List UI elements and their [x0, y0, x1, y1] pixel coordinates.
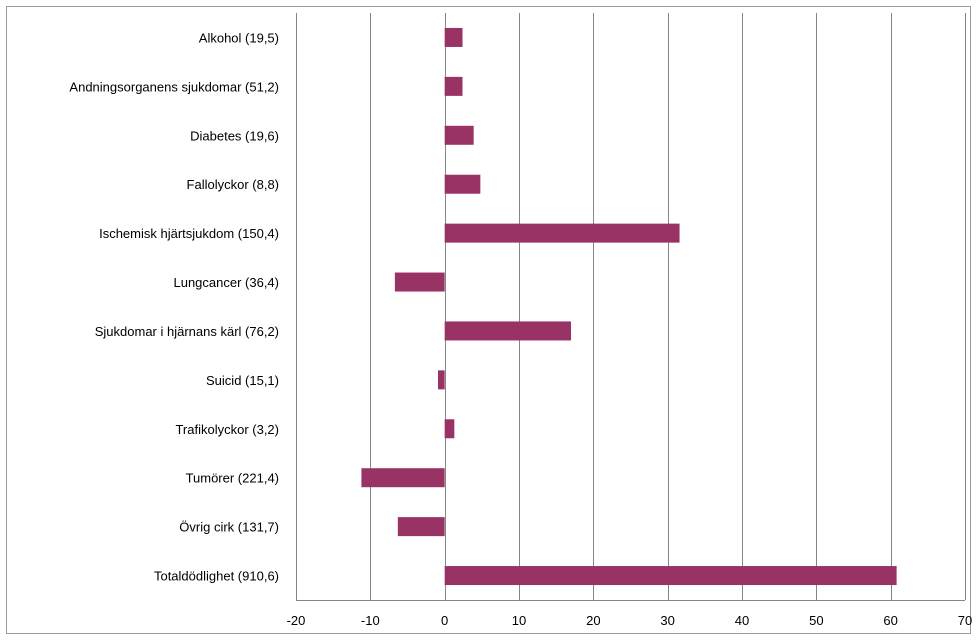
gridlines [296, 13, 966, 601]
bars [361, 27, 897, 586]
bar [444, 125, 474, 145]
category-label: Lungcancer (36,4) [173, 275, 279, 290]
x-tick-label: 10 [512, 613, 526, 628]
x-tick-labels: -20 -10 0 10 20 30 40 50 60 70 [287, 613, 973, 628]
x-tick-label: 20 [586, 613, 600, 628]
bar [437, 370, 445, 390]
bar [444, 76, 463, 96]
category-label: Andningsorganens sjukdomar (51,2) [69, 79, 279, 94]
category-label: Tumörer (221,4) [186, 471, 279, 486]
x-tick-label: 70 [958, 613, 972, 628]
bar [444, 223, 680, 243]
category-labels: Alkohol (19,5) Andningsorganens sjukdomar… [69, 30, 279, 583]
category-label: Trafikolyckor (3,2) [175, 422, 279, 437]
x-tick-label: -20 [287, 613, 306, 628]
category-label: Övrig cirk (131,7) [179, 520, 279, 535]
bar [397, 517, 445, 537]
bar [444, 419, 455, 439]
category-label: Suicid (15,1) [206, 373, 279, 388]
chart-frame [6, 6, 971, 634]
category-label: Fallolyckor (8,8) [187, 177, 279, 192]
category-label: Ischemisk hjärtsjukdom (150,4) [99, 226, 279, 241]
x-tick-label: 50 [809, 613, 823, 628]
bar [444, 174, 481, 194]
category-label: Sjukdomar i hjärnans kärl (76,2) [95, 324, 279, 339]
x-tick-label: 0 [441, 613, 448, 628]
x-tick-label: -10 [361, 613, 380, 628]
x-tick-label: 60 [883, 613, 897, 628]
x-tick-label: 40 [735, 613, 749, 628]
x-tick-label: 30 [660, 613, 674, 628]
category-label: Diabetes (19,6) [190, 128, 279, 143]
bar [361, 468, 445, 488]
category-label: Alkohol (19,5) [199, 30, 279, 45]
category-label: Totaldödlighet (910,6) [154, 569, 279, 584]
bar [394, 272, 445, 292]
bar [444, 566, 897, 586]
bar [444, 27, 463, 47]
bar [444, 321, 572, 341]
